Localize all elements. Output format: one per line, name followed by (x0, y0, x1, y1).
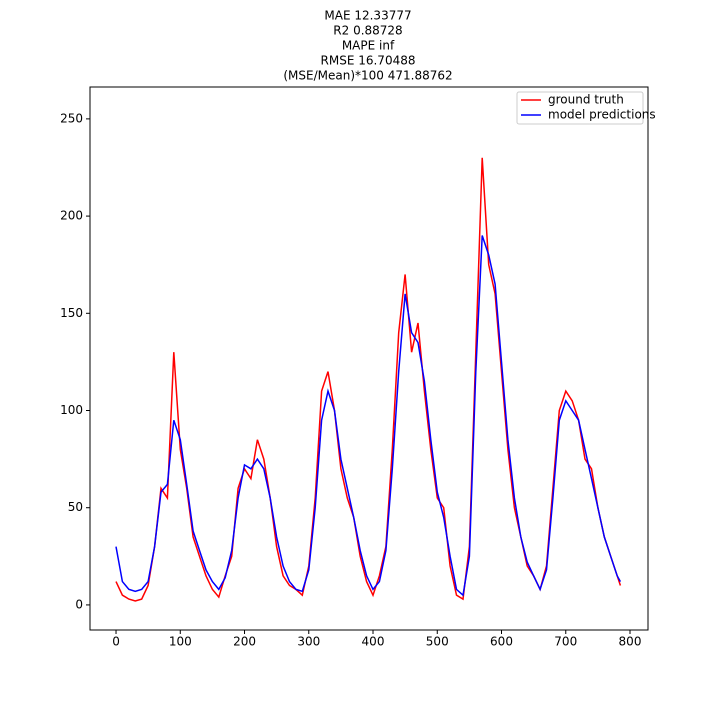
chart-title: RMSE 16.70488 (321, 54, 416, 68)
x-tick-label: 300 (297, 635, 320, 649)
x-tick-label: 400 (362, 635, 385, 649)
legend-label: model predictions (548, 108, 656, 122)
chart-title: MAE 12.33777 (324, 9, 411, 23)
x-tick-label: 500 (426, 635, 449, 649)
x-tick-label: 0 (112, 635, 120, 649)
x-tick-label: 800 (619, 635, 642, 649)
y-tick-label: 200 (60, 209, 83, 223)
chart-title: R2 0.88728 (333, 24, 402, 38)
chart-title: MAPE inf (342, 39, 395, 53)
y-tick-label: 0 (75, 597, 83, 611)
x-tick-label: 600 (490, 635, 513, 649)
legend-label: ground truth (548, 93, 624, 107)
y-tick-label: 50 (68, 500, 83, 514)
x-tick-label: 700 (554, 635, 577, 649)
series-line (115, 235, 622, 597)
legend-box (516, 91, 644, 125)
chart-title: (MSE/Mean)*100 471.88762 (283, 69, 452, 83)
plot-area (115, 157, 622, 602)
x-tick-label: 100 (169, 635, 192, 649)
y-tick-label: 150 (60, 306, 83, 320)
y-tick-label: 250 (60, 111, 83, 125)
axes-frame (89, 86, 649, 631)
x-tick-label: 200 (233, 635, 256, 649)
y-tick-label: 100 (60, 403, 83, 417)
